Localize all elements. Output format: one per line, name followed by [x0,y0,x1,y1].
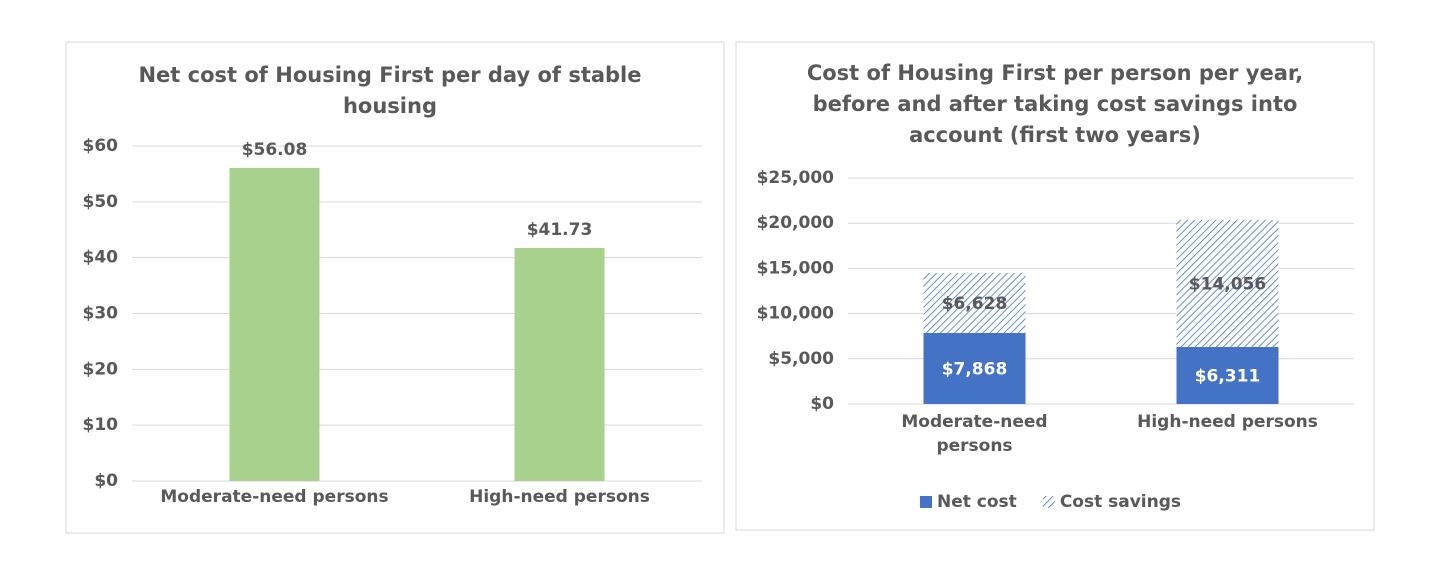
y-tick-label: $40 [83,248,119,268]
y-tick-label: $10 [83,415,119,435]
legend-swatch [920,496,932,508]
chart-frame [735,41,1375,531]
data-label: $56.08 [242,140,308,160]
bar [229,167,320,482]
y-tick-label: $15,000 [757,258,835,278]
data-label: $6,311 [1195,366,1261,386]
x-tick-label: High-need persons [469,487,650,507]
bar-segment [1176,346,1279,404]
y-tick-label: $50 [83,192,119,212]
y-tick-label: $30 [83,304,119,324]
x-tick-label: Moderate-need persons [160,487,389,507]
y-tick-label: $60 [83,136,119,156]
bar-segment [1176,219,1279,347]
data-label: $6,628 [942,294,1008,314]
data-label: $41.73 [527,220,593,240]
y-tick-label: $10,000 [757,304,835,324]
chart-title: Cost of Housing First per person per yea… [806,61,1304,147]
bar [514,248,605,481]
x-tick-label: Moderate-need persons [901,412,1048,456]
legend-swatch [1042,496,1055,508]
y-tick-label: $20,000 [757,213,835,233]
legend-label: Cost savings [1060,492,1181,512]
data-label: $14,056 [1189,274,1266,294]
data-label: $7,868 [942,359,1008,379]
x-tick-label: High-need persons [1137,412,1318,432]
y-tick-label: $5,000 [768,349,834,369]
y-tick-label: $0 [810,394,834,414]
y-tick-label: $0 [94,471,118,491]
bar-segment [923,272,1026,333]
y-tick-label: $25,000 [757,168,835,188]
chart-title: Net cost of Housing First per day of sta… [138,63,642,118]
chart-frame [65,41,725,534]
y-tick-label: $20 [83,359,119,379]
legend-label: Net cost [937,492,1017,512]
bar-segment [923,332,1026,404]
